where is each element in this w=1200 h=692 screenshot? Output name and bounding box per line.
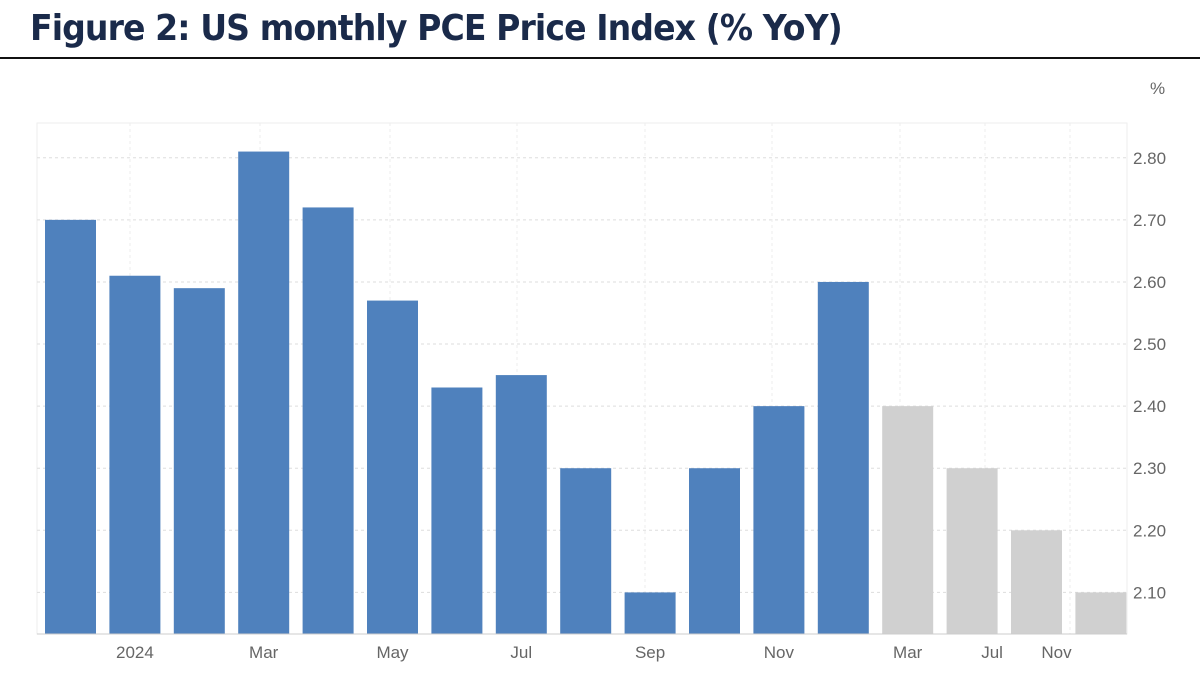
y-tick-label: 2.60 [1133, 273, 1166, 292]
bar [45, 219, 96, 634]
unit-label: % [1150, 79, 1165, 98]
forecast-bar [882, 406, 934, 634]
x-tick-label: Nov [1041, 643, 1072, 662]
y-tick-label: 2.40 [1133, 397, 1166, 416]
x-tick-label: Jul [510, 643, 532, 662]
y-tick-label: 2.30 [1133, 459, 1166, 478]
bar [238, 151, 290, 635]
bar [302, 207, 354, 634]
bar [367, 300, 418, 634]
y-tick-label: 2.70 [1133, 211, 1166, 230]
title-rule [0, 57, 1200, 59]
bar [495, 375, 547, 634]
chart-title: Figure 2: US monthly PCE Price Index (% … [30, 8, 843, 49]
x-tick-label: Nov [764, 643, 795, 662]
bar [431, 387, 483, 634]
x-tick-label: Mar [249, 643, 279, 662]
x-tick-label: Sep [635, 643, 665, 662]
y-tick-label: 2.80 [1133, 149, 1166, 168]
bar [624, 592, 676, 634]
bar [173, 288, 225, 634]
forecast-bar [1075, 592, 1127, 634]
bar [817, 281, 869, 634]
x-tick-label: Mar [893, 643, 923, 662]
forecast-bar [946, 468, 998, 634]
bar [753, 406, 805, 634]
x-tick-label: May [376, 643, 409, 662]
x-tick-label: 2024 [116, 643, 154, 662]
bar [560, 468, 612, 634]
x-tick-label: Jul [981, 643, 1003, 662]
y-tick-label: 2.20 [1133, 521, 1166, 540]
forecast-bar [1011, 530, 1062, 634]
y-tick-label: 2.50 [1133, 335, 1166, 354]
y-tick-label: 2.10 [1133, 583, 1166, 602]
bar [109, 275, 161, 634]
bar [689, 468, 740, 634]
